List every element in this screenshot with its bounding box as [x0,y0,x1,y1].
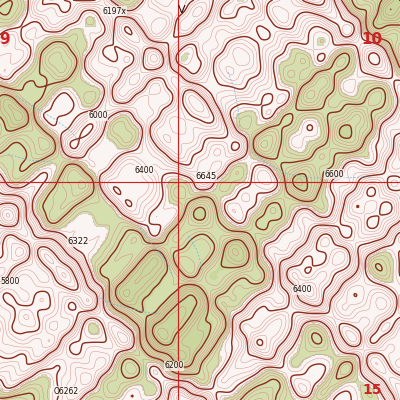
Text: 5800: 5800 [0,278,20,286]
Text: O6262: O6262 [54,387,78,396]
Text: 6400: 6400 [134,166,154,174]
Text: 6200: 6200 [164,362,184,370]
Text: 15: 15 [362,383,382,397]
Text: 10: 10 [362,32,382,48]
Text: 6322: 6322 [67,238,89,246]
Text: 6000: 6000 [88,112,108,120]
Text: 6645: 6645 [195,172,217,181]
Text: 6600: 6600 [324,170,344,178]
Text: 6400: 6400 [292,286,312,294]
Text: 6197x: 6197x [102,7,126,16]
Text: 9: 9 [0,32,10,48]
Text: V: V [178,5,186,15]
